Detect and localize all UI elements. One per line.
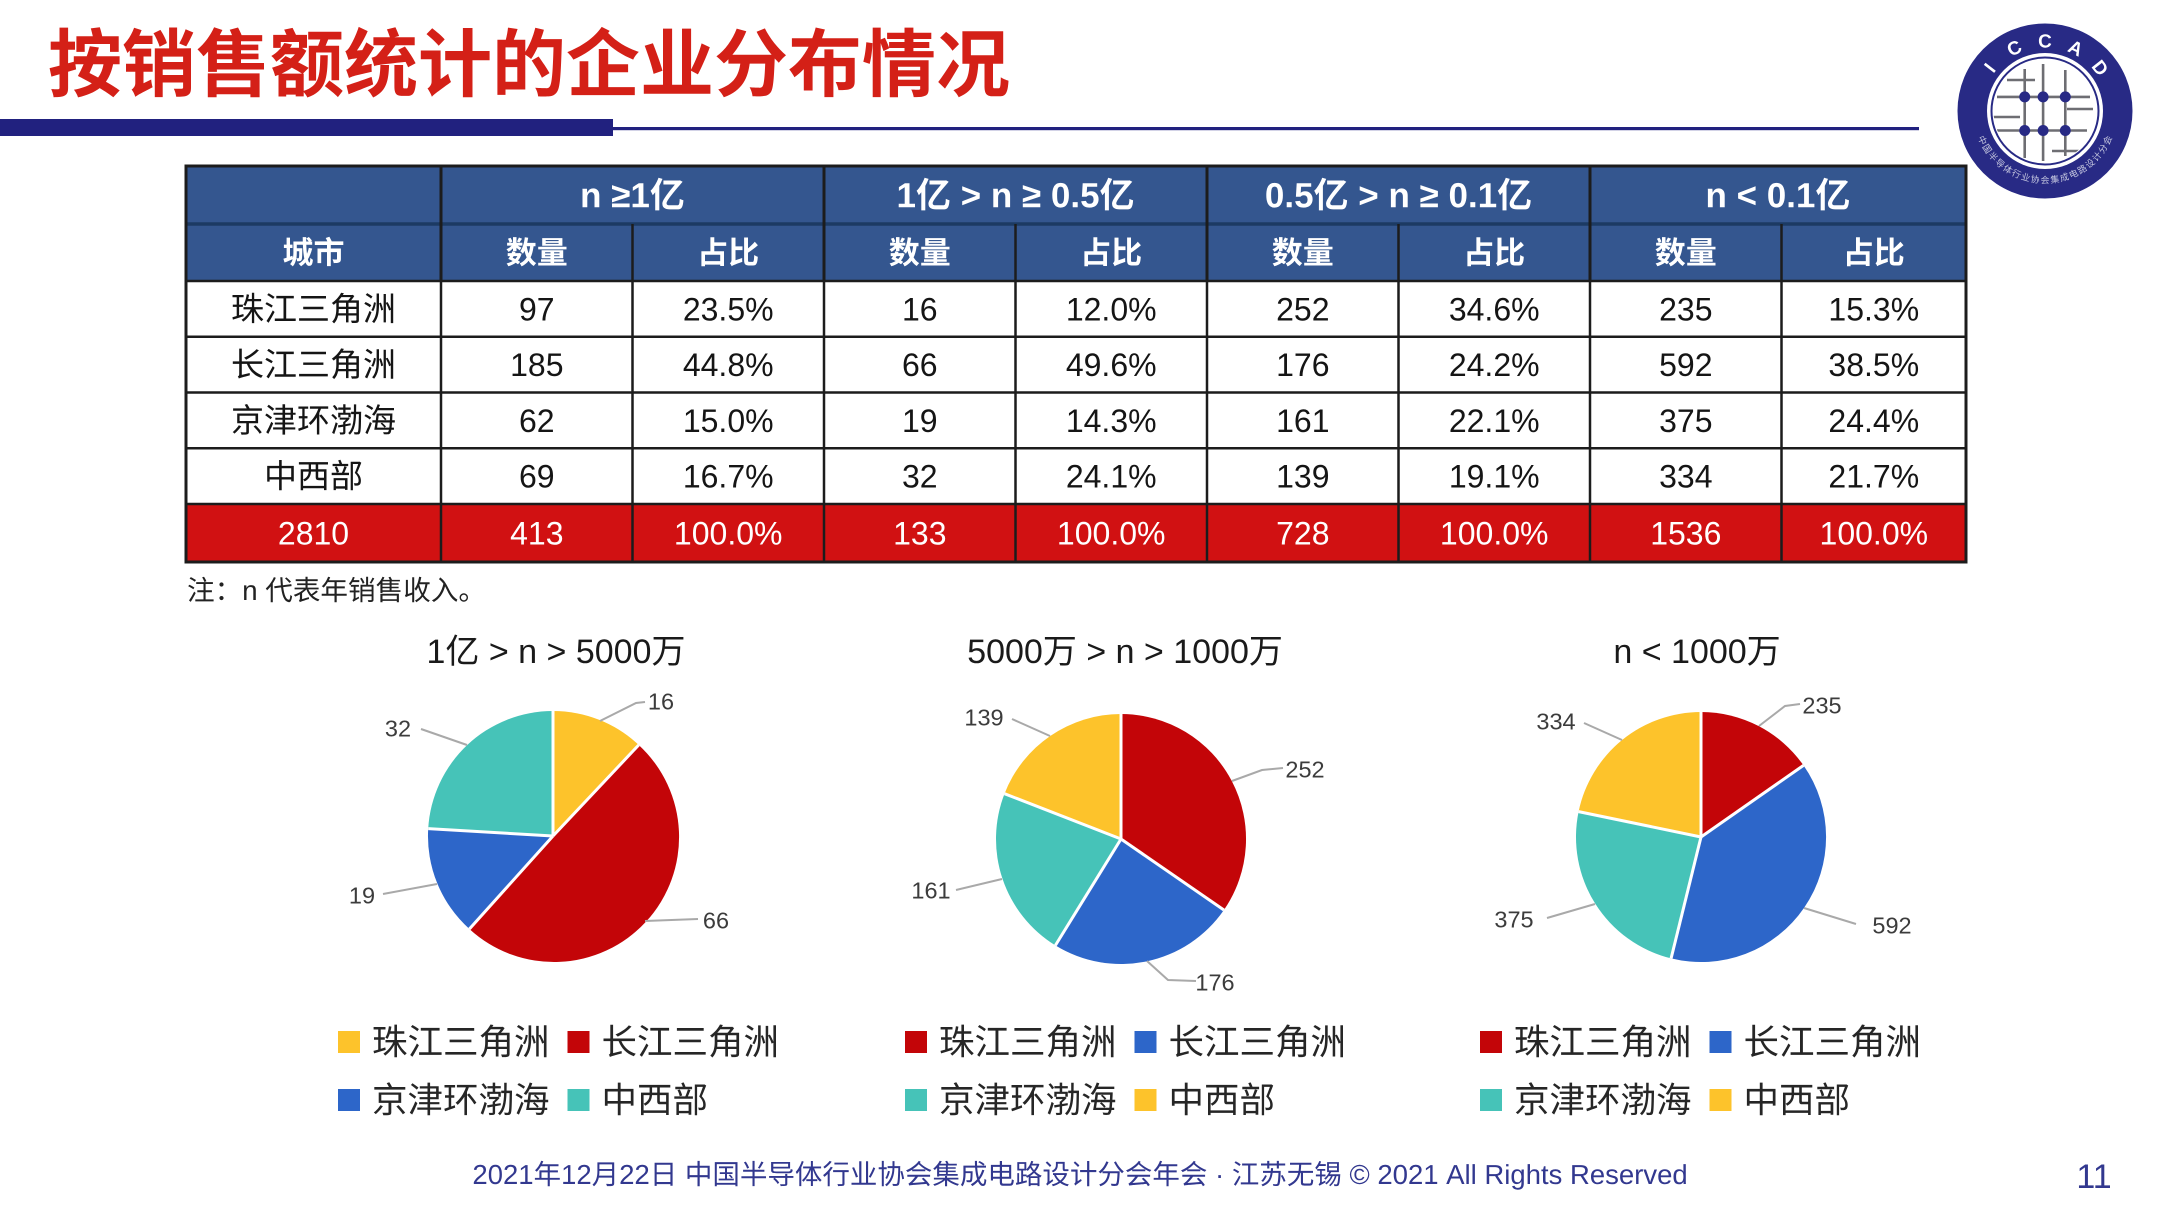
- svg-text:16: 16: [902, 291, 938, 327]
- svg-text:139: 139: [964, 705, 1003, 731]
- svg-text:44.8%: 44.8%: [683, 347, 774, 383]
- svg-text:252: 252: [1285, 757, 1324, 783]
- svg-text:23.5%: 23.5%: [683, 291, 774, 327]
- svg-text:592: 592: [1659, 347, 1712, 383]
- svg-text:49.6%: 49.6%: [1066, 347, 1157, 383]
- svg-text:12.0%: 12.0%: [1066, 291, 1157, 327]
- svg-text:14.3%: 14.3%: [1066, 403, 1157, 439]
- svg-text:16.7%: 16.7%: [683, 459, 774, 495]
- svg-text:176: 176: [1195, 970, 1234, 996]
- svg-text:139: 139: [1276, 459, 1329, 495]
- svg-text:16: 16: [648, 689, 674, 715]
- svg-text:11: 11: [2076, 1158, 2111, 1196]
- svg-text:334: 334: [1536, 709, 1575, 735]
- svg-text:15.3%: 15.3%: [1828, 291, 1919, 327]
- svg-text:100.0%: 100.0%: [1820, 516, 1929, 552]
- svg-text:24.2%: 24.2%: [1449, 347, 1540, 383]
- svg-text:1536: 1536: [1650, 516, 1721, 552]
- svg-text:334: 334: [1659, 459, 1712, 495]
- svg-text:728: 728: [1276, 516, 1329, 552]
- svg-text:100.0%: 100.0%: [1057, 516, 1166, 552]
- svg-text:34.6%: 34.6%: [1449, 291, 1540, 327]
- svg-text:2810: 2810: [278, 516, 349, 552]
- svg-text:592: 592: [1872, 913, 1911, 939]
- svg-text:22.1%: 22.1%: [1449, 403, 1540, 439]
- svg-text:185: 185: [510, 347, 563, 383]
- svg-text:66: 66: [703, 908, 729, 934]
- svg-text:413: 413: [510, 516, 563, 552]
- svg-text:21.7%: 21.7%: [1828, 459, 1919, 495]
- svg-text:32: 32: [902, 459, 938, 495]
- svg-text:19: 19: [349, 883, 375, 909]
- svg-text:235: 235: [1802, 693, 1841, 719]
- svg-text:69: 69: [519, 459, 555, 495]
- svg-text:19.1%: 19.1%: [1449, 459, 1540, 495]
- svg-text:100.0%: 100.0%: [1440, 516, 1549, 552]
- svg-text:24.1%: 24.1%: [1066, 459, 1157, 495]
- svg-text:62: 62: [519, 403, 555, 439]
- svg-text:235: 235: [1659, 291, 1712, 327]
- svg-text:375: 375: [1494, 907, 1533, 933]
- svg-text:38.5%: 38.5%: [1828, 347, 1919, 383]
- svg-text:19: 19: [902, 403, 938, 439]
- svg-text:252: 252: [1276, 291, 1329, 327]
- svg-text:133: 133: [893, 516, 946, 552]
- svg-text:15.0%: 15.0%: [683, 403, 774, 439]
- svg-text:97: 97: [519, 291, 555, 327]
- svg-text:32: 32: [385, 716, 411, 742]
- svg-text:176: 176: [1276, 347, 1329, 383]
- svg-text:161: 161: [1276, 403, 1329, 439]
- svg-text:100.0%: 100.0%: [674, 516, 783, 552]
- svg-text:24.4%: 24.4%: [1828, 403, 1919, 439]
- svg-text:66: 66: [902, 347, 938, 383]
- svg-text:375: 375: [1659, 403, 1712, 439]
- svg-text:161: 161: [911, 878, 950, 904]
